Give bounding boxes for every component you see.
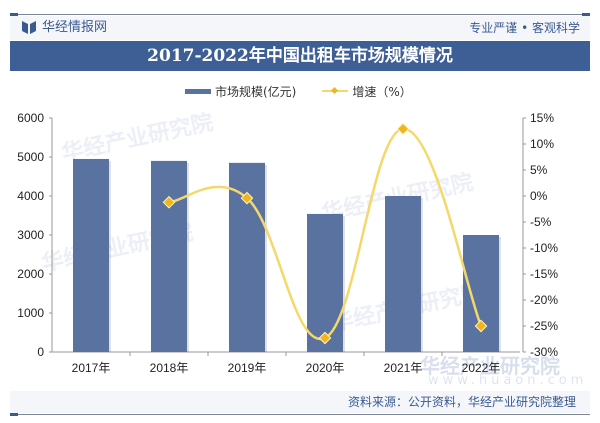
left-tick-label: 1000 — [17, 306, 44, 320]
right-tick-label: -20% — [530, 293, 558, 307]
bar — [385, 196, 421, 352]
x-tick-label: 2017年 — [72, 361, 111, 375]
left-tick-label: 2000 — [17, 267, 44, 281]
divider-cap — [10, 413, 18, 416]
right-tick-label: -5% — [530, 215, 552, 229]
x-tick-label: 2019年 — [228, 361, 267, 375]
right-tick-label: -15% — [530, 267, 558, 281]
legend-bar-swatch — [185, 88, 211, 94]
bar — [151, 160, 187, 352]
bottom-divider — [10, 414, 590, 415]
x-tick-label: 2018年 — [150, 361, 189, 375]
left-tick-label: 0 — [37, 345, 44, 359]
legend-bar-label: 市场规模(亿元) — [215, 84, 297, 99]
growth-line — [168, 127, 483, 341]
title-bar — [10, 41, 590, 71]
source-strip — [10, 391, 590, 413]
slogan: 专业严谨 • 客观科学 — [469, 21, 580, 35]
right-tick-label: 0% — [530, 189, 548, 203]
brand-name: 华经情报网 — [42, 20, 108, 35]
growth-marker — [318, 331, 332, 345]
watermark-url: www.huaon.com — [428, 373, 588, 388]
growth-marker — [162, 195, 176, 209]
right-tick-label: -25% — [530, 319, 558, 333]
left-tick-label: 3000 — [17, 228, 44, 242]
left-tick-label: 6000 — [17, 111, 44, 125]
top-divider — [10, 14, 590, 15]
bar — [307, 213, 343, 352]
x-tick-label: 2022年 — [462, 361, 501, 375]
divider-cap — [10, 13, 18, 16]
bar — [463, 235, 499, 352]
growth-marker — [474, 319, 488, 333]
legend-line-label: 增速（%） — [352, 84, 412, 99]
right-tick-label: -10% — [530, 241, 558, 255]
left-tick-label: 4000 — [17, 189, 44, 203]
divider-cap — [582, 13, 590, 16]
legend: 市场规模(亿元) 增速（%） — [185, 82, 412, 100]
right-tick-label: -30% — [530, 345, 558, 359]
right-tick-label: 5% — [530, 163, 548, 177]
growth-marker — [396, 122, 410, 136]
x-tick-label: 2021年 — [384, 361, 423, 375]
left-tick-label: 5000 — [17, 150, 44, 164]
growth-marker — [240, 191, 254, 205]
right-tick-label: 10% — [530, 137, 554, 151]
source-note: 资料来源：公开资料，华经产业研究院整理 — [347, 395, 576, 409]
x-tick-label: 2020年 — [306, 361, 345, 375]
right-tick-label: 15% — [530, 111, 554, 125]
brand-logo-icon — [22, 21, 36, 34]
legend-line-swatch — [322, 90, 349, 92]
brand-strip — [10, 16, 590, 40]
chart-title: 2017-2022年中国出租车市场规模情况 — [147, 46, 453, 66]
bar — [73, 158, 109, 352]
